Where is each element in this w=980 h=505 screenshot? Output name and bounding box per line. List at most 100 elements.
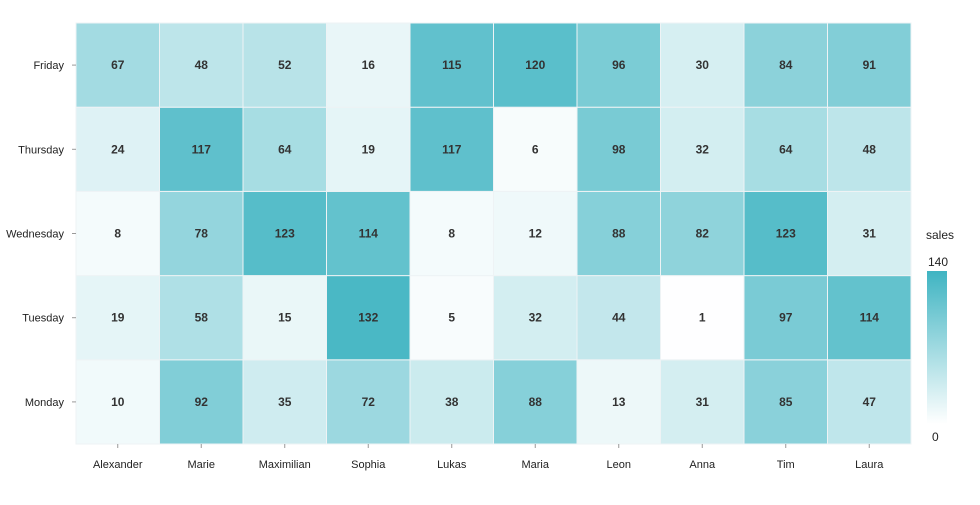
- cell-value-label: 5: [448, 311, 455, 325]
- x-tick-label: Maria: [521, 459, 549, 471]
- cell-value-label: 19: [111, 311, 125, 325]
- heatmap-cell: [326, 106, 411, 192]
- heatmap-cell: [660, 190, 745, 277]
- heatmap-cell: [409, 359, 494, 445]
- heatmap-cell: [576, 359, 661, 445]
- cell-value-label: 64: [278, 142, 292, 156]
- cell-value-label: 67: [111, 58, 125, 72]
- heatmap-cell: [493, 190, 578, 277]
- heatmap-cell: [242, 359, 327, 445]
- heatmap-cell: [743, 106, 828, 192]
- cell-value-label: 84: [779, 58, 793, 72]
- legend-max-label: 140: [928, 255, 948, 269]
- heatmap-cell: [75, 275, 160, 361]
- heatmap-cell: [75, 359, 160, 445]
- heatmap-cell: [827, 106, 912, 192]
- heatmap-cell: [743, 359, 828, 445]
- cell-value-label: 48: [863, 142, 877, 156]
- heatmap-cell: [493, 275, 578, 361]
- cell-value-label: 38: [445, 395, 459, 409]
- cell-value-label: 117: [192, 142, 212, 156]
- heatmap-cell: [660, 275, 745, 361]
- cell-value-label: 88: [529, 395, 543, 409]
- cell-value-label: 98: [612, 142, 626, 156]
- cell-value-label: 91: [863, 58, 877, 72]
- cell-value-label: 78: [195, 227, 209, 241]
- cell-value-label: 82: [696, 227, 710, 241]
- cell-value-label: 13: [612, 395, 626, 409]
- cell-value-label: 31: [696, 395, 710, 409]
- cell-value-label: 16: [362, 58, 376, 72]
- cell-value-label: 8: [114, 227, 121, 241]
- heatmap-cell: [326, 22, 411, 108]
- cell-value-label: 96: [612, 58, 626, 72]
- heatmap-cell: [493, 22, 578, 108]
- x-axis: Alexander Marie Maximilian Sophia Lukas Maria…: [93, 444, 884, 471]
- cell-value-label: 123: [776, 227, 796, 241]
- x-tick-label: Anna: [689, 459, 716, 471]
- cell-value-label: 1: [699, 311, 706, 325]
- cell-value-label: 30: [696, 58, 710, 72]
- cell-value-label: 114: [359, 227, 379, 241]
- y-tick-label: Tuesday: [22, 313, 64, 325]
- cell-value-label: 52: [278, 58, 292, 72]
- cell-value-label: 132: [358, 311, 378, 325]
- heatmap-cell: [159, 22, 244, 108]
- cell-value-label: 32: [529, 311, 543, 325]
- cell-value-label: 48: [195, 58, 209, 72]
- cell-value-label: 8: [448, 227, 455, 241]
- heatmap-cell: [743, 275, 828, 361]
- y-axis: Monday Tuesday Wednesday Thursday Friday: [6, 60, 76, 409]
- heatmap-cell: [576, 22, 661, 108]
- heatmap-cell: [576, 190, 661, 277]
- heatmap-cell: [409, 22, 494, 108]
- y-tick-label: Monday: [25, 397, 65, 409]
- cell-value-label: 117: [442, 142, 462, 156]
- heatmap-cell: [242, 106, 327, 192]
- y-tick-label: Thursday: [18, 144, 64, 156]
- cell-value-label: 32: [696, 142, 710, 156]
- cell-value-label: 72: [362, 395, 376, 409]
- cell-value-label: 12: [529, 227, 543, 241]
- cell-value-label: 64: [779, 142, 793, 156]
- x-tick-label: Lukas: [437, 459, 467, 471]
- x-tick-label: Marie: [187, 459, 215, 471]
- y-tick-label: Wednesday: [6, 229, 64, 241]
- x-tick-label: Leon: [607, 459, 631, 471]
- heatmap-cell: [576, 106, 661, 192]
- cell-value-label: 88: [612, 227, 626, 241]
- heatmap-cell: [159, 190, 244, 277]
- heatmap-cell: [409, 275, 494, 361]
- x-tick-label: Maximilian: [259, 459, 311, 471]
- x-tick-label: Sophia: [351, 459, 386, 471]
- heatmap-cell: [159, 275, 244, 361]
- cell-value-label: 123: [275, 227, 295, 241]
- cell-value-label: 6: [532, 142, 539, 156]
- heatmap-cell: [827, 22, 912, 108]
- heatmap-cell: [75, 22, 160, 108]
- heatmap-cell: [576, 275, 661, 361]
- heatmap-cell: [493, 106, 578, 192]
- cell-value-label: 85: [779, 395, 793, 409]
- legend-colorbar: [927, 271, 947, 424]
- cell-value-label: 24: [111, 142, 125, 156]
- legend-title: sales: [926, 228, 954, 242]
- cell-value-label: 10: [111, 395, 125, 409]
- cell-value-label: 35: [278, 395, 292, 409]
- legend-min-label: 0: [932, 430, 939, 444]
- cell-value-label: 115: [442, 58, 462, 72]
- heatmap-cell: [409, 106, 494, 192]
- cell-value-label: 92: [195, 395, 209, 409]
- legend: sales 140 0: [926, 228, 954, 444]
- heatmap-cell: [827, 359, 912, 445]
- cell-value-label: 114: [860, 311, 880, 325]
- x-tick-label: Alexander: [93, 459, 143, 471]
- cell-value-label: 15: [278, 311, 292, 325]
- cell-value-label: 47: [863, 395, 877, 409]
- x-tick-label: Tim: [777, 459, 795, 471]
- cell-value-label: 97: [779, 311, 793, 325]
- heatmap-cell: [827, 275, 912, 361]
